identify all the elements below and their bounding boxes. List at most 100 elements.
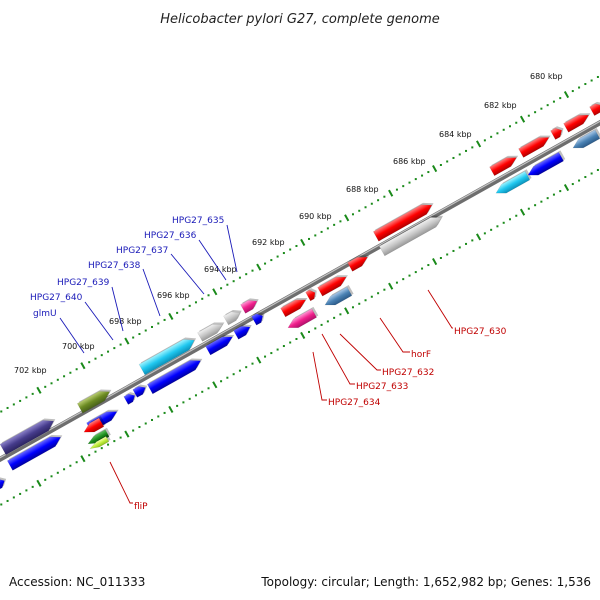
- lower-tick-dot: [421, 267, 424, 270]
- lower-tick-dot: [207, 387, 210, 390]
- upper-tick-dot: [6, 406, 9, 409]
- gene-red-forward: [563, 113, 591, 133]
- lower-tick-dot: [540, 200, 543, 203]
- upper-tick-major-tick: [388, 189, 394, 197]
- upper-tick-dot: [534, 111, 537, 114]
- gene-hpg27-634-part: [280, 297, 308, 318]
- upper-tick-dot: [326, 227, 329, 230]
- upper-tick-dot: [402, 185, 405, 188]
- lower-tick-dot: [364, 299, 367, 302]
- lower-tick-dot: [238, 369, 241, 372]
- upper-tick-dot: [452, 156, 455, 159]
- lower-tick-dot: [515, 214, 518, 217]
- lower-tick-major-tick: [168, 405, 174, 413]
- upper-tick-dot: [414, 178, 417, 181]
- upper-tick-major-tick: [212, 288, 218, 296]
- upper-tick-dot: [333, 223, 336, 226]
- lower-tick-major-tick: [475, 233, 482, 241]
- lower-tick-dot: [452, 249, 455, 252]
- upper-tick-dot: [351, 213, 354, 216]
- upper-tick-dot: [182, 308, 185, 311]
- lower-tick-dot: [333, 316, 336, 319]
- gene-blue-reverse: [527, 150, 566, 176]
- lower-tick-dot: [590, 172, 593, 175]
- lower-tick-dot: [31, 485, 34, 488]
- upper-tick-dot: [502, 128, 505, 131]
- upper-tick-dot: [590, 79, 593, 82]
- lower-tick-dot: [151, 418, 154, 421]
- gene-hpg27-637: [197, 322, 225, 342]
- gene-label-hpg27-636: HPG27_636: [144, 231, 197, 241]
- lower-tick-major-tick: [432, 257, 438, 266]
- lower-tick-dot: [245, 366, 248, 369]
- upper-tick-major-tick: [256, 263, 262, 271]
- lower-tick-dot: [326, 320, 329, 323]
- gene-label-hpg27-635: HPG27_635: [172, 216, 224, 226]
- upper-tick-dot: [238, 276, 241, 279]
- gene-hpg27-630: [378, 215, 444, 257]
- gene-glmu: [76, 389, 112, 414]
- lower-tick-dot: [527, 207, 530, 210]
- gene-navy-forward: [0, 418, 56, 456]
- lower-tick-dot: [100, 447, 103, 450]
- lower-leader-lines: [109, 289, 453, 504]
- gene-cyan-reverse: [495, 169, 532, 194]
- upper-tick-dot: [584, 83, 587, 86]
- lower-tick-dot: [132, 429, 135, 432]
- tick-label-680: 680 kbp: [530, 72, 563, 81]
- gene-green: [87, 427, 111, 445]
- upper-tick-dot: [270, 259, 273, 262]
- upper-tick-dot: [490, 135, 493, 138]
- lower-tick-dot: [157, 415, 160, 418]
- lower-tick-dot: [414, 271, 417, 274]
- lower-tick-dot: [308, 330, 311, 333]
- tick-label-700: 700 kbp: [62, 342, 95, 351]
- upper-tick-dot: [427, 171, 430, 174]
- upper-tick-dot: [69, 371, 72, 374]
- upper-tick-dot: [508, 125, 511, 128]
- upper-tick-dot: [377, 199, 380, 202]
- map-title: Helicobacter pylori G27, complete genome: [160, 12, 439, 27]
- lower-tick-dot: [295, 337, 298, 340]
- upper-tick-dot: [546, 104, 549, 107]
- lower-tick-dot: [226, 376, 229, 379]
- lower-tick-dot: [113, 440, 116, 443]
- lower-tick-dot: [282, 345, 285, 348]
- tick-label-686: 686 kbp: [393, 157, 426, 166]
- lower-tick-dot: [559, 190, 562, 193]
- lower-tick-dot: [490, 228, 493, 231]
- gene-features: [0, 101, 600, 492]
- upper-tick-dot: [395, 188, 398, 191]
- tick-label-682: 682 kbp: [484, 101, 517, 110]
- gene-label-horf: horF: [411, 350, 431, 360]
- upper-tick-dot: [188, 304, 191, 307]
- lower-tick-major-tick: [388, 282, 394, 290]
- lower-tick-major-tick: [256, 356, 262, 364]
- upper-tick-dot: [207, 294, 210, 297]
- gene-label-hpg27-632: HPG27_632: [382, 368, 434, 378]
- upper-tick-dot: [63, 375, 66, 378]
- gene-hpg27-639: [146, 358, 203, 395]
- lower-tick-dot: [314, 327, 317, 330]
- lower-tick-track: [0, 168, 599, 506]
- lower-tick-dot: [351, 306, 354, 309]
- lower-tick-dot: [508, 218, 511, 221]
- upper-tick-dot: [578, 86, 581, 89]
- lower-tick-dot: [370, 295, 373, 298]
- lower-tick-dot: [402, 278, 405, 281]
- upper-tick-dot: [163, 318, 166, 321]
- gene-blue: [251, 311, 265, 326]
- lower-tick-dot: [19, 492, 22, 495]
- lower-gene-labels: HPG27_630 horF HPG27_632 HPG27_633 HPG27…: [134, 327, 507, 512]
- upper-tick-dot: [596, 75, 599, 78]
- lower-tick-dot: [25, 489, 28, 492]
- upper-tick-dot: [94, 357, 97, 360]
- gene-hpg27-638: [138, 337, 197, 376]
- lower-tick-dot: [0, 503, 3, 506]
- upper-tick-dot: [100, 354, 103, 357]
- upper-tick-dot: [458, 153, 461, 156]
- lower-tick-dot: [339, 313, 342, 316]
- gene-hpg27-633: [324, 285, 354, 306]
- lower-tick-dot: [264, 355, 267, 358]
- lower-tick-dot: [584, 176, 587, 179]
